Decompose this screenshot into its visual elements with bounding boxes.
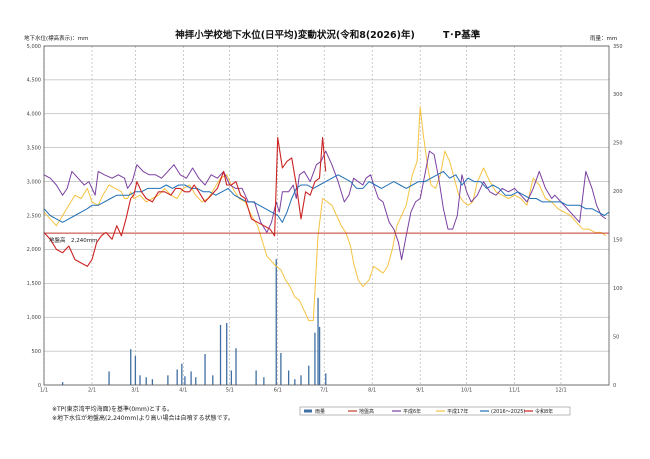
note-1: ※TP(東京湾平均海面)を基準(0mm)とする。 <box>52 405 173 413</box>
series-line-h17 <box>43 106 607 322</box>
rain-bar <box>181 363 183 385</box>
rain-bar <box>212 375 214 385</box>
series-line-r8 <box>43 136 327 267</box>
rain-bar <box>139 375 141 385</box>
legend-label-rain: 雨量 <box>315 408 325 415</box>
legend-label-h6: 平成6年 <box>403 408 421 415</box>
series-line-avg <box>43 170 610 223</box>
y2-tick-label: 150 <box>613 238 623 244</box>
rain-bar <box>317 297 319 385</box>
rain-bar <box>300 375 302 385</box>
rain-bar <box>318 326 321 385</box>
x-tick-label: 6/1 <box>274 388 282 394</box>
x-tick-label: 4/1 <box>179 388 187 394</box>
y2-tick-label: 200 <box>613 189 623 195</box>
x-tick-label: 3/1 <box>131 388 139 394</box>
y-tick-label: 1,000 <box>27 315 41 321</box>
rain-bar <box>255 370 257 385</box>
x-tick-label: 5/1 <box>226 388 234 394</box>
y2-tick-label: 50 <box>613 334 619 340</box>
legend-label-ground: 地盤高 <box>359 408 374 415</box>
y2-axis-label: 雨量：mm <box>590 35 617 42</box>
rain-bar <box>263 377 265 385</box>
y2-tick-label: 350 <box>613 44 623 50</box>
legend-label-avg: (2016～2025) <box>491 409 525 415</box>
legend-label-h17: 平成17年 <box>447 408 468 415</box>
rain-bar <box>219 324 222 385</box>
y-tick-label: 2,000 <box>27 247 41 253</box>
rain-bar <box>226 323 228 385</box>
x-tick-label: 11/1 <box>509 388 520 394</box>
rain-bar <box>190 371 192 385</box>
rain-bar <box>167 375 169 385</box>
y-tick-label: 2,500 <box>27 213 41 219</box>
y-tick-label: 500 <box>31 349 41 355</box>
y2-ticks: 0 50 100 150 200 250 300 350 <box>613 44 623 389</box>
x-tick-label: 10/1 <box>461 388 472 394</box>
y-tick-label: 1,500 <box>27 281 41 287</box>
y2-tick-label: 250 <box>613 141 623 147</box>
rain-bar <box>235 348 237 385</box>
series-lines <box>43 106 610 322</box>
series-line-h6 <box>43 150 607 261</box>
rain-bar <box>176 369 178 385</box>
y-tick-label: 5,000 <box>27 44 41 50</box>
plot-frame <box>43 45 610 386</box>
rain-bar <box>61 382 64 385</box>
rain-bar <box>287 370 290 385</box>
rain-bar <box>275 259 277 385</box>
x-tick-label: 12/1 <box>555 388 566 394</box>
y-ticks: 0 500 1,000 1,500 2,000 2,500 3,000 3,500 4,000 4… <box>27 44 41 389</box>
y-tick-label: 3,000 <box>27 179 41 185</box>
rain-bar <box>151 379 154 385</box>
rain-bar <box>294 379 296 385</box>
rain-bar <box>308 365 310 385</box>
rain-bar <box>195 377 197 385</box>
y2-tick-label: 100 <box>613 286 623 292</box>
rain-bar <box>280 353 282 385</box>
x-tick-label: 9/1 <box>416 388 424 394</box>
ground-level-label: 地盤高 2,240mm <box>49 236 97 244</box>
rain-bar <box>314 332 316 385</box>
legend-label-r8: 令和8年 <box>535 408 553 415</box>
x-ticks: 1/1 2/1 3/1 4/1 5/1 6/1 7/1 8/1 9/1 10/1 11/1 12/1 <box>40 388 567 394</box>
y-tick-label: 0 <box>38 383 41 389</box>
grid <box>43 45 609 386</box>
ground-level: 地盤高 2,240mm <box>44 232 609 244</box>
y-axis-label: 地下水位(標高表示)：mm <box>24 34 89 42</box>
y2-tick-label: 0 <box>613 383 616 389</box>
legend: 雨量 地盤高 平成6年 平成17年 (2016～2025) 令和8年 <box>299 406 571 416</box>
x-tick-label: 2/1 <box>88 388 96 394</box>
note-2: ※地下水位が地盤高(2,240mm)より高い場合は自噴する状態です。 <box>52 414 234 422</box>
legend-box <box>299 406 571 416</box>
x-tick-label: 7/1 <box>320 388 328 394</box>
y-tick-label: 3,500 <box>27 146 41 152</box>
rain-bar <box>130 349 132 385</box>
x-tick-label: 8/1 <box>368 388 376 394</box>
rain-bar <box>184 376 186 385</box>
chart-title: 神拝小学校地下水位(日平均)変動状況(令和8(2026)年) <box>175 29 415 41</box>
legend-swatch-rain <box>304 409 312 413</box>
rain-bar <box>230 370 233 385</box>
rain-bar <box>325 373 327 385</box>
x-tick-label: 1/1 <box>40 388 48 394</box>
y2-tick-label: 300 <box>613 92 623 98</box>
chart-title-suffix: T･P基準 <box>443 29 481 41</box>
rain-bar <box>204 354 206 385</box>
rain-bar <box>134 355 137 385</box>
rain-bar <box>145 377 147 385</box>
y-tick-label: 4,500 <box>27 78 41 84</box>
rain-bars <box>61 259 327 385</box>
rain-bar <box>108 371 110 385</box>
y-tick-label: 4,000 <box>27 112 41 118</box>
